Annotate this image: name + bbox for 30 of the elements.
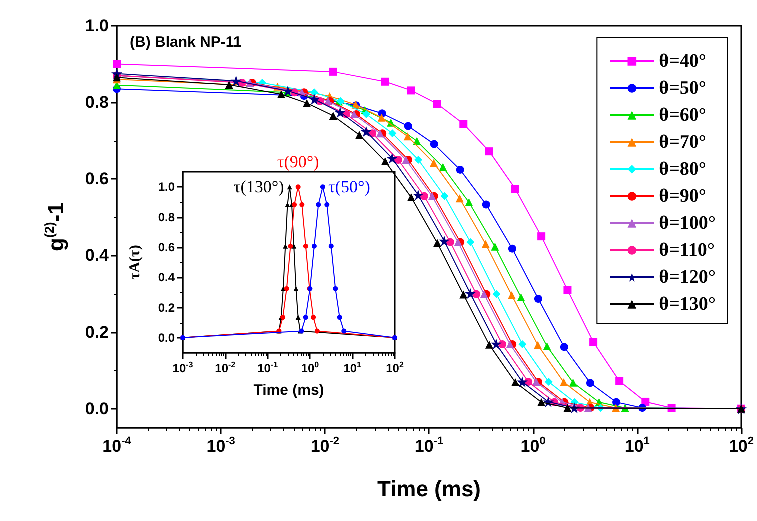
y-tick-label: 0.8: [85, 93, 109, 112]
legend-label: θ=110°: [659, 240, 715, 261]
y-tick-label: 0.4: [158, 270, 176, 285]
legend-label: θ=70°: [659, 132, 706, 153]
legend-label: θ=50°: [659, 78, 706, 99]
y-axis-title: τA(τ): [128, 245, 144, 280]
y-tick-label: 1.0: [158, 180, 176, 194]
legend-label: θ=90°: [659, 186, 706, 207]
legend-label: θ=60°: [659, 105, 706, 126]
y-tick-label: 0.6: [85, 170, 109, 189]
legend-label: θ=100°: [659, 213, 716, 234]
y-tick-label: 1.0: [85, 16, 109, 36]
y-tick-label: 0.0: [85, 399, 109, 418]
series-label: τ(50°): [328, 178, 370, 197]
x-axis-title: Time (ms): [377, 476, 481, 502]
y-tick-label: 0.8: [158, 210, 176, 224]
series-label: τ(130°): [234, 178, 284, 197]
y-tick-label: 0.2: [158, 300, 176, 315]
text: (B) Blank NP-11: [130, 34, 242, 51]
y-tick-label: 0.6: [158, 240, 176, 254]
legend-label: θ=120°: [659, 267, 716, 288]
series-label: τ(90°): [277, 152, 320, 172]
y-tick-label: 0.0: [158, 330, 176, 345]
y-tick-label: 0.4: [85, 246, 110, 266]
legend-label: θ=80°: [659, 159, 706, 180]
y-tick-label: 0.2: [85, 322, 109, 342]
x-axis-title: Time (ms): [254, 382, 324, 399]
y-axis-title: g(2)-1: [42, 202, 68, 252]
legend-label: θ=40°: [659, 51, 706, 72]
legend-label: θ=130°: [659, 294, 716, 315]
